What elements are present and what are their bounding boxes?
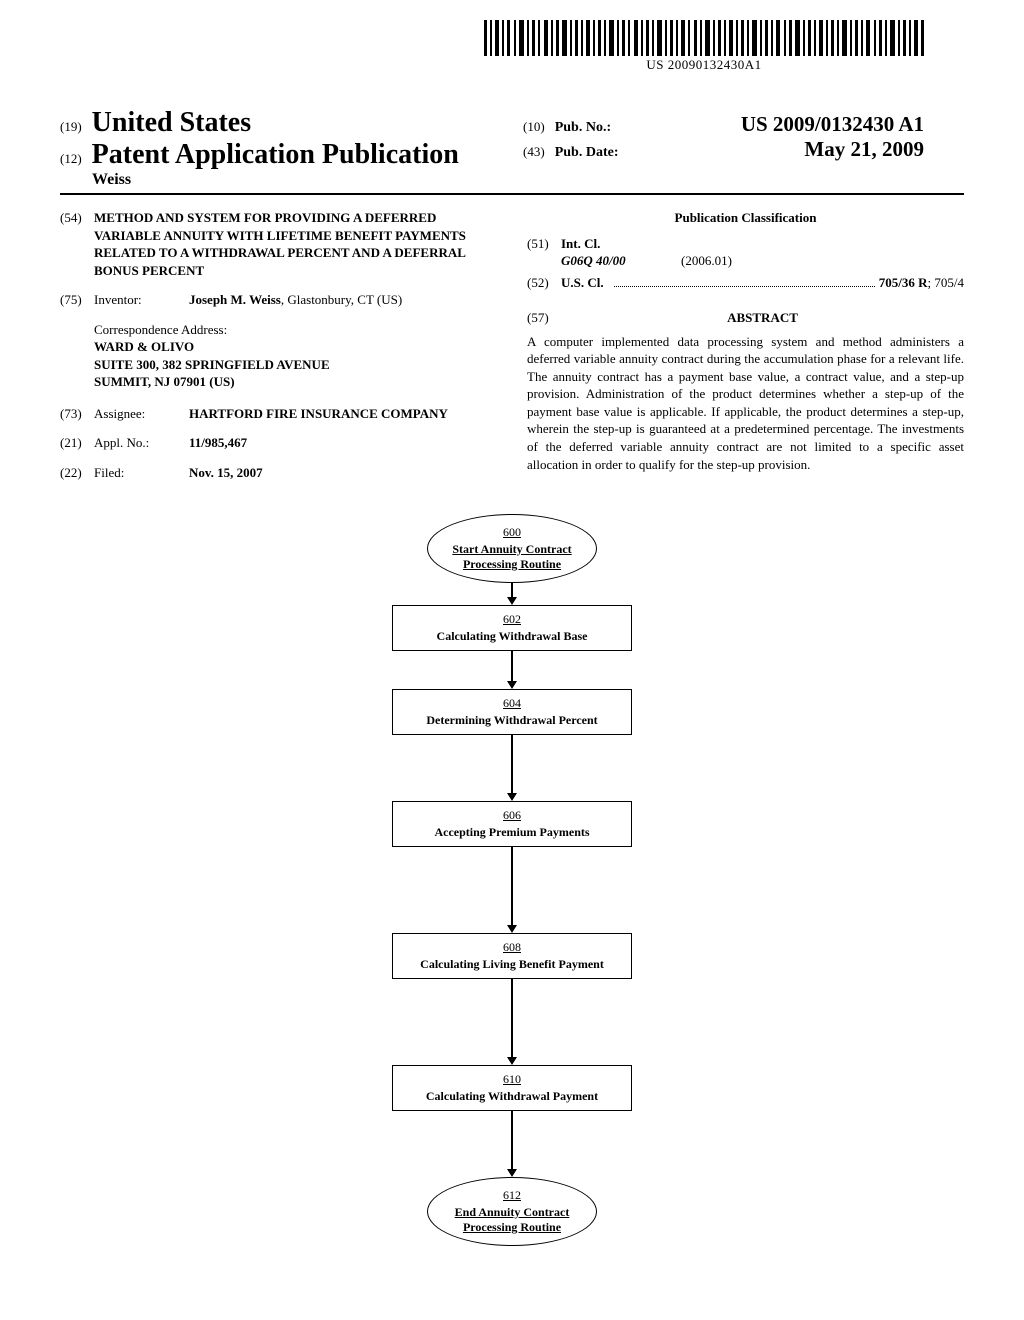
flow-node-600: 600 Start Annuity Contract Processing Rou… — [427, 514, 597, 583]
code-10: (10) — [523, 119, 545, 134]
invention-title: METHOD AND SYSTEM FOR PROVIDING A DEFERR… — [94, 209, 497, 279]
corr-line1: WARD & OLIVO — [94, 338, 497, 356]
filed-date: Nov. 15, 2007 — [189, 464, 497, 482]
f57-code: (57) — [527, 309, 561, 327]
right-column: Publication Classification (51) Int. Cl.… — [527, 209, 964, 494]
flow-arrow — [507, 1111, 517, 1177]
country-title: United States — [92, 107, 251, 138]
us-cl-value: 705/36 R — [879, 274, 928, 292]
code-43: (43) — [523, 144, 545, 159]
inventor-value: Joseph M. Weiss, Glastonbury, CT (US) — [189, 291, 497, 309]
flow-node-label: Determining Withdrawal Percent — [426, 713, 597, 727]
barcode-svg — [484, 20, 924, 56]
left-column: (54) METHOD AND SYSTEM FOR PROVIDING A D… — [60, 209, 497, 494]
corr-line2: SUITE 300, 382 SPRINGFIELD AVENUE — [94, 356, 497, 374]
code-19: (19) — [60, 119, 82, 134]
barcode: US 20090132430A1 — [484, 20, 924, 73]
f51-label: Int. Cl. — [561, 235, 964, 253]
pubno-value: US 2009/0132430 A1 — [741, 112, 924, 137]
flow-node-num: 606 — [405, 808, 619, 823]
classification-heading: Publication Classification — [527, 209, 964, 227]
flow-node-606: 606 Accepting Premium Payments — [392, 801, 632, 847]
barcode-section: US 20090132430A1 — [60, 20, 924, 74]
f21-code: (21) — [60, 434, 94, 452]
code-12: (12) — [60, 151, 82, 166]
f22-code: (22) — [60, 464, 94, 482]
biblio-columns: (54) METHOD AND SYSTEM FOR PROVIDING A D… — [60, 209, 964, 494]
us-cl-value2: ; 705/4 — [928, 274, 964, 292]
flow-node-label: Calculating Living Benefit Payment — [420, 957, 604, 971]
assignee-value: HARTFORD FIRE INSURANCE COMPANY — [189, 405, 497, 423]
author-name: Weiss — [92, 171, 523, 189]
flow-arrow — [507, 847, 517, 933]
doc-type: Patent Application Publication — [92, 139, 459, 170]
abstract-heading: ABSTRACT — [561, 309, 964, 327]
f75-label: Inventor: — [94, 291, 189, 309]
flow-node-label: Start Annuity Contract Processing Routin… — [452, 542, 571, 571]
f52-label: U.S. Cl. — [561, 274, 604, 292]
flow-arrow — [507, 583, 517, 605]
dots-leader — [614, 286, 875, 287]
barcode-number: US 20090132430A1 — [484, 57, 924, 73]
flow-node-label: Calculating Withdrawal Payment — [426, 1089, 598, 1103]
flow-arrow — [507, 979, 517, 1065]
flow-arrow — [507, 735, 517, 801]
f51-code: (51) — [527, 235, 561, 270]
pubno-label: Pub. No.: — [555, 120, 611, 135]
flow-arrow — [507, 651, 517, 689]
corr-line3: SUMMIT, NJ 07901 (US) — [94, 373, 497, 391]
header-left: (19) United States (12) Patent Applicati… — [60, 107, 523, 189]
header-block: (19) United States (12) Patent Applicati… — [60, 80, 964, 195]
flowchart: 600 Start Annuity Contract Processing Rou… — [60, 514, 964, 1246]
flow-node-num: 602 — [405, 612, 619, 627]
corr-label: Correspondence Address: — [94, 321, 497, 339]
f22-label: Filed: — [94, 464, 189, 482]
f54-code: (54) — [60, 209, 94, 279]
f75-code: (75) — [60, 291, 94, 309]
flow-node-num: 608 — [405, 940, 619, 955]
flow-node-612: 612 End Annuity Contract Processing Routi… — [427, 1177, 597, 1246]
flow-node-label: End Annuity Contract Processing Routine — [455, 1205, 570, 1234]
flow-node-610: 610 Calculating Withdrawal Payment — [392, 1065, 632, 1111]
flow-node-num: 610 — [405, 1072, 619, 1087]
inventor-name: Joseph M. Weiss — [189, 292, 281, 307]
flow-node-608: 608 Calculating Living Benefit Payment — [392, 933, 632, 979]
f21-label: Appl. No.: — [94, 434, 189, 452]
appl-no: 11/985,467 — [189, 434, 497, 452]
patent-page: US 20090132430A1 (19) United States (12)… — [0, 0, 1024, 1286]
pubdate-value: May 21, 2009 — [804, 137, 924, 162]
correspondence-block: Correspondence Address: WARD & OLIVO SUI… — [94, 321, 497, 391]
pubdate-label: Pub. Date: — [555, 145, 619, 160]
flow-node-label: Accepting Premium Payments — [434, 825, 589, 839]
flow-node-num: 604 — [405, 696, 619, 711]
flow-node-num: 612 — [446, 1188, 578, 1203]
header-right: (10) Pub. No.: US 2009/0132430 A1 (43) P… — [523, 80, 964, 162]
flow-node-label: Calculating Withdrawal Base — [437, 629, 588, 643]
abstract-text: A computer implemented data processing s… — [527, 333, 964, 473]
f52-code: (52) — [527, 274, 561, 292]
f73-label: Assignee: — [94, 405, 189, 423]
inventor-loc: , Glastonbury, CT (US) — [281, 292, 402, 307]
flow-node-604: 604 Determining Withdrawal Percent — [392, 689, 632, 735]
int-cl-code: G06Q 40/00 — [561, 252, 681, 270]
f73-code: (73) — [60, 405, 94, 423]
flow-node-num: 600 — [446, 525, 578, 540]
flow-node-602: 602 Calculating Withdrawal Base — [392, 605, 632, 651]
int-cl-date: (2006.01) — [681, 252, 732, 270]
